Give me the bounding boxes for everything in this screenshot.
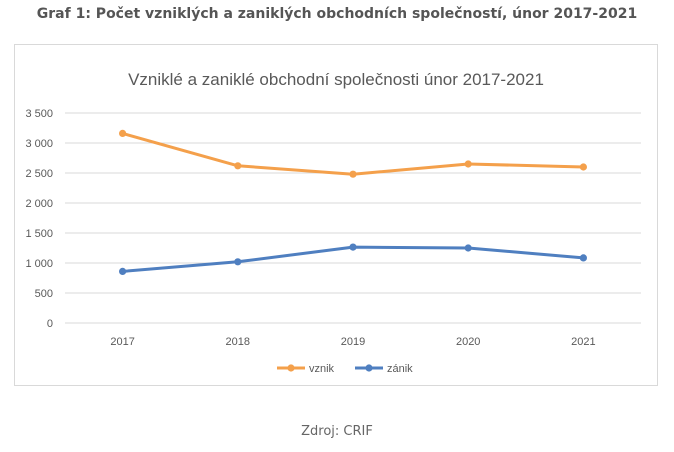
series-lines bbox=[119, 129, 588, 275]
x-tick-label: 2018 bbox=[226, 336, 250, 348]
x-tick-label: 2019 bbox=[341, 336, 365, 348]
y-tick-label: 3 500 bbox=[25, 108, 53, 120]
data-point-zánik bbox=[234, 258, 242, 266]
y-tick-label: 500 bbox=[35, 288, 53, 300]
chart-title: Vzniklé a zaniklé obchodní společnosti ú… bbox=[128, 70, 544, 89]
source-note: Zdroj: CRIF bbox=[301, 424, 373, 439]
y-tick-label: 2 500 bbox=[25, 168, 53, 180]
x-tick-label: 2020 bbox=[456, 336, 480, 348]
legend-marker-zánik bbox=[365, 364, 373, 372]
data-point-zánik bbox=[464, 244, 472, 252]
grid-lines bbox=[65, 112, 641, 324]
y-tick-label: 0 bbox=[47, 318, 53, 330]
legend-label-vznik: vznik bbox=[309, 363, 335, 375]
y-tick-label: 1 500 bbox=[25, 228, 53, 240]
data-point-zánik bbox=[349, 243, 357, 251]
legend: vznik zánik bbox=[277, 363, 413, 375]
y-axis-tick-labels: 0 500 1 000 1 500 2 000 2 500 3 000 3 500 bbox=[25, 108, 53, 330]
legend-label-zánik: zánik bbox=[387, 363, 413, 375]
data-point-vznik bbox=[464, 160, 472, 168]
x-tick-label: 2021 bbox=[571, 336, 595, 348]
data-point-vznik bbox=[349, 170, 357, 178]
legend-marker-vznik bbox=[287, 364, 295, 372]
line-chart: Vzniklé a zaniklé obchodní společnosti ú… bbox=[25, 70, 641, 375]
y-tick-label: 2 000 bbox=[25, 198, 53, 210]
data-point-zánik bbox=[579, 254, 588, 262]
page-heading: Graf 1: Počet vzniklých a zaniklých obch… bbox=[36, 6, 638, 22]
x-axis-tick-labels: 2017 2018 2019 2020 2021 bbox=[110, 336, 595, 348]
chart-frame: Vzniklé a zaniklé obchodní společnosti ú… bbox=[14, 44, 658, 386]
data-point-vznik bbox=[579, 163, 588, 171]
data-point-vznik bbox=[119, 129, 127, 137]
series-line-zánik bbox=[121, 245, 585, 273]
series-line-vznik bbox=[121, 131, 585, 176]
data-point-zánik bbox=[119, 267, 127, 275]
data-point-vznik bbox=[234, 162, 242, 170]
y-tick-label: 3 000 bbox=[25, 138, 53, 150]
y-tick-label: 1 000 bbox=[25, 258, 53, 270]
x-tick-label: 2017 bbox=[110, 336, 134, 348]
